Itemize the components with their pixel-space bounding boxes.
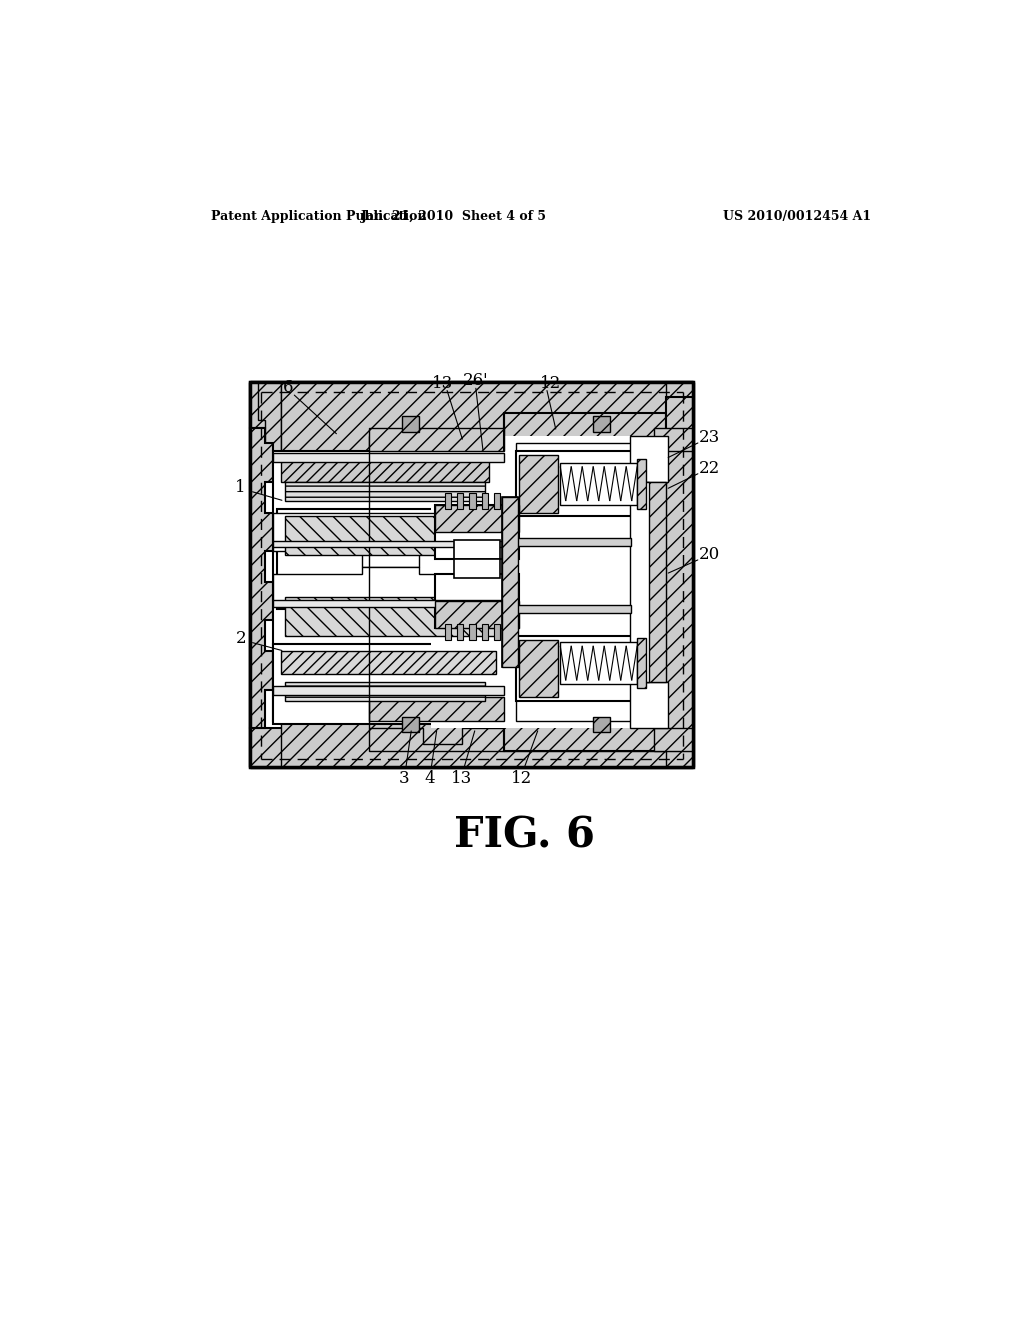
Text: 22: 22	[699, 461, 720, 478]
Bar	[454, 540, 500, 558]
Bar	[630, 682, 668, 729]
Bar	[504, 605, 631, 612]
Polygon shape	[273, 512, 504, 566]
Bar	[273, 451, 504, 721]
Bar	[519, 455, 558, 512]
Bar	[431, 436, 658, 729]
Bar	[666, 397, 692, 751]
Bar	[454, 558, 500, 578]
Bar	[285, 516, 497, 554]
Polygon shape	[273, 566, 504, 605]
Polygon shape	[250, 381, 692, 428]
Bar	[504, 539, 631, 545]
Polygon shape	[250, 729, 692, 767]
Bar	[469, 624, 475, 640]
Polygon shape	[281, 697, 666, 767]
Text: 3: 3	[398, 770, 410, 787]
Text: 23: 23	[699, 429, 720, 446]
Bar	[285, 598, 497, 636]
Bar	[435, 601, 519, 628]
Bar	[503, 498, 518, 667]
Bar	[285, 482, 484, 502]
Bar	[593, 717, 609, 733]
Bar	[281, 459, 488, 482]
Bar	[504, 413, 666, 751]
Bar	[402, 717, 419, 733]
Text: Patent Application Publication: Patent Application Publication	[211, 210, 427, 223]
Polygon shape	[250, 381, 281, 451]
Bar	[503, 498, 518, 667]
Bar	[469, 494, 475, 508]
Bar	[630, 436, 668, 482]
Text: 13: 13	[451, 770, 472, 787]
Bar	[515, 636, 646, 701]
Text: 12: 12	[540, 375, 561, 392]
Text: US 2010/0012454 A1: US 2010/0012454 A1	[724, 210, 871, 223]
Bar	[637, 459, 646, 508]
Bar	[273, 601, 504, 607]
Text: FIG. 6: FIG. 6	[455, 814, 595, 857]
Text: 13: 13	[432, 375, 453, 392]
Bar	[444, 494, 451, 508]
Text: 1: 1	[236, 479, 246, 496]
Bar	[281, 651, 497, 675]
Bar	[560, 642, 637, 684]
Bar	[494, 494, 500, 508]
Text: 6: 6	[284, 379, 294, 396]
Text: 26': 26'	[463, 372, 488, 389]
Bar	[250, 381, 692, 767]
Bar	[515, 451, 646, 516]
Bar	[273, 541, 504, 548]
Bar	[457, 494, 463, 508]
Polygon shape	[250, 428, 273, 729]
Text: 12: 12	[511, 770, 532, 787]
Bar	[276, 508, 504, 609]
Bar	[370, 697, 504, 721]
Bar	[285, 682, 484, 701]
Bar	[494, 624, 500, 640]
Text: 4: 4	[424, 770, 434, 787]
Text: 20: 20	[699, 546, 720, 564]
Bar	[435, 506, 519, 558]
Bar	[637, 638, 646, 688]
Bar	[654, 729, 692, 751]
Polygon shape	[370, 412, 666, 751]
Bar	[435, 506, 519, 532]
Bar	[402, 416, 419, 432]
Bar	[481, 494, 487, 508]
Bar	[444, 624, 451, 640]
Bar	[457, 624, 463, 640]
Bar	[370, 428, 504, 451]
Bar	[273, 686, 504, 696]
Bar	[435, 574, 519, 628]
Bar	[273, 644, 504, 725]
Bar	[273, 453, 504, 462]
Bar	[519, 640, 558, 697]
Bar	[560, 462, 637, 506]
Bar	[515, 444, 650, 721]
Bar	[481, 624, 487, 640]
Bar	[654, 428, 692, 451]
Bar	[593, 416, 609, 432]
Bar	[630, 482, 649, 682]
Polygon shape	[281, 381, 666, 451]
Text: Jan. 21, 2010  Sheet 4 of 5: Jan. 21, 2010 Sheet 4 of 5	[361, 210, 547, 223]
Text: 2: 2	[236, 630, 246, 647]
Bar	[646, 482, 666, 682]
